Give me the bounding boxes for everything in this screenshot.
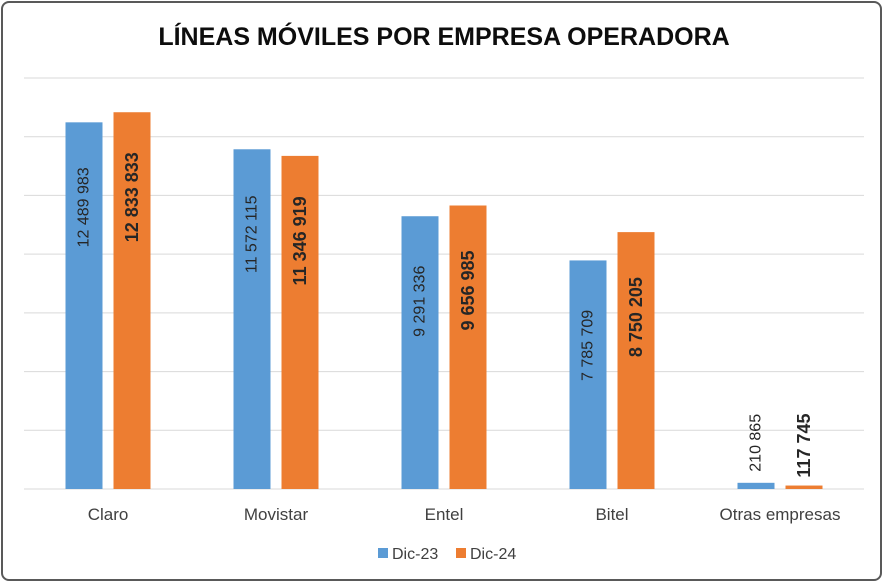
bar-dic-23-otras-empresas bbox=[737, 482, 775, 489]
category-label: Bitel bbox=[595, 505, 628, 524]
bar-dic-24-claro bbox=[113, 112, 151, 490]
data-label: 7 785 709 bbox=[580, 310, 597, 381]
gridlines bbox=[24, 77, 864, 490]
data-label: 12 489 983 bbox=[76, 167, 93, 247]
data-label: 9 656 985 bbox=[458, 250, 478, 330]
bar-dic-24-movistar bbox=[281, 155, 319, 489]
bar-dic-23-bitel bbox=[569, 260, 607, 489]
legend-swatch bbox=[456, 548, 466, 558]
category-label: Movistar bbox=[244, 505, 309, 524]
category-label: Entel bbox=[425, 505, 464, 524]
data-label: 11 346 919 bbox=[290, 196, 310, 285]
legend: Dic-23 Dic-24 bbox=[378, 546, 516, 563]
legend-label: Dic-24 bbox=[470, 546, 516, 563]
chart-title: LÍNEAS MÓVILES POR EMPRESA OPERADORA bbox=[158, 21, 729, 51]
data-label: 9 291 336 bbox=[412, 266, 429, 337]
legend-label: Dic-23 bbox=[392, 546, 438, 563]
bar-dic-23-claro bbox=[65, 122, 103, 490]
bar-dic-24-bitel bbox=[617, 232, 655, 489]
legend-swatch bbox=[378, 548, 388, 558]
data-label: 210 865 bbox=[748, 414, 765, 472]
bar-dic-24-entel bbox=[449, 205, 487, 489]
bar-dic-23-entel bbox=[401, 216, 439, 490]
data-label: 8 750 205 bbox=[626, 277, 646, 357]
data-label: 11 572 115 bbox=[244, 195, 261, 273]
bar-dic-23-movistar bbox=[233, 149, 271, 490]
bar-dic-24-otras-empresas bbox=[785, 485, 823, 489]
data-label: 12 833 833 bbox=[122, 152, 142, 242]
data-labels: 12 489 983 12 833 833 11 572 115 11 346 919… bbox=[76, 152, 815, 477]
category-labels: Claro Movistar Entel Bitel Otras empresas bbox=[88, 505, 841, 524]
category-label: Claro bbox=[88, 505, 129, 524]
data-label: 117 745 bbox=[794, 414, 814, 478]
bars bbox=[65, 112, 823, 490]
category-label: Otras empresas bbox=[720, 505, 841, 524]
